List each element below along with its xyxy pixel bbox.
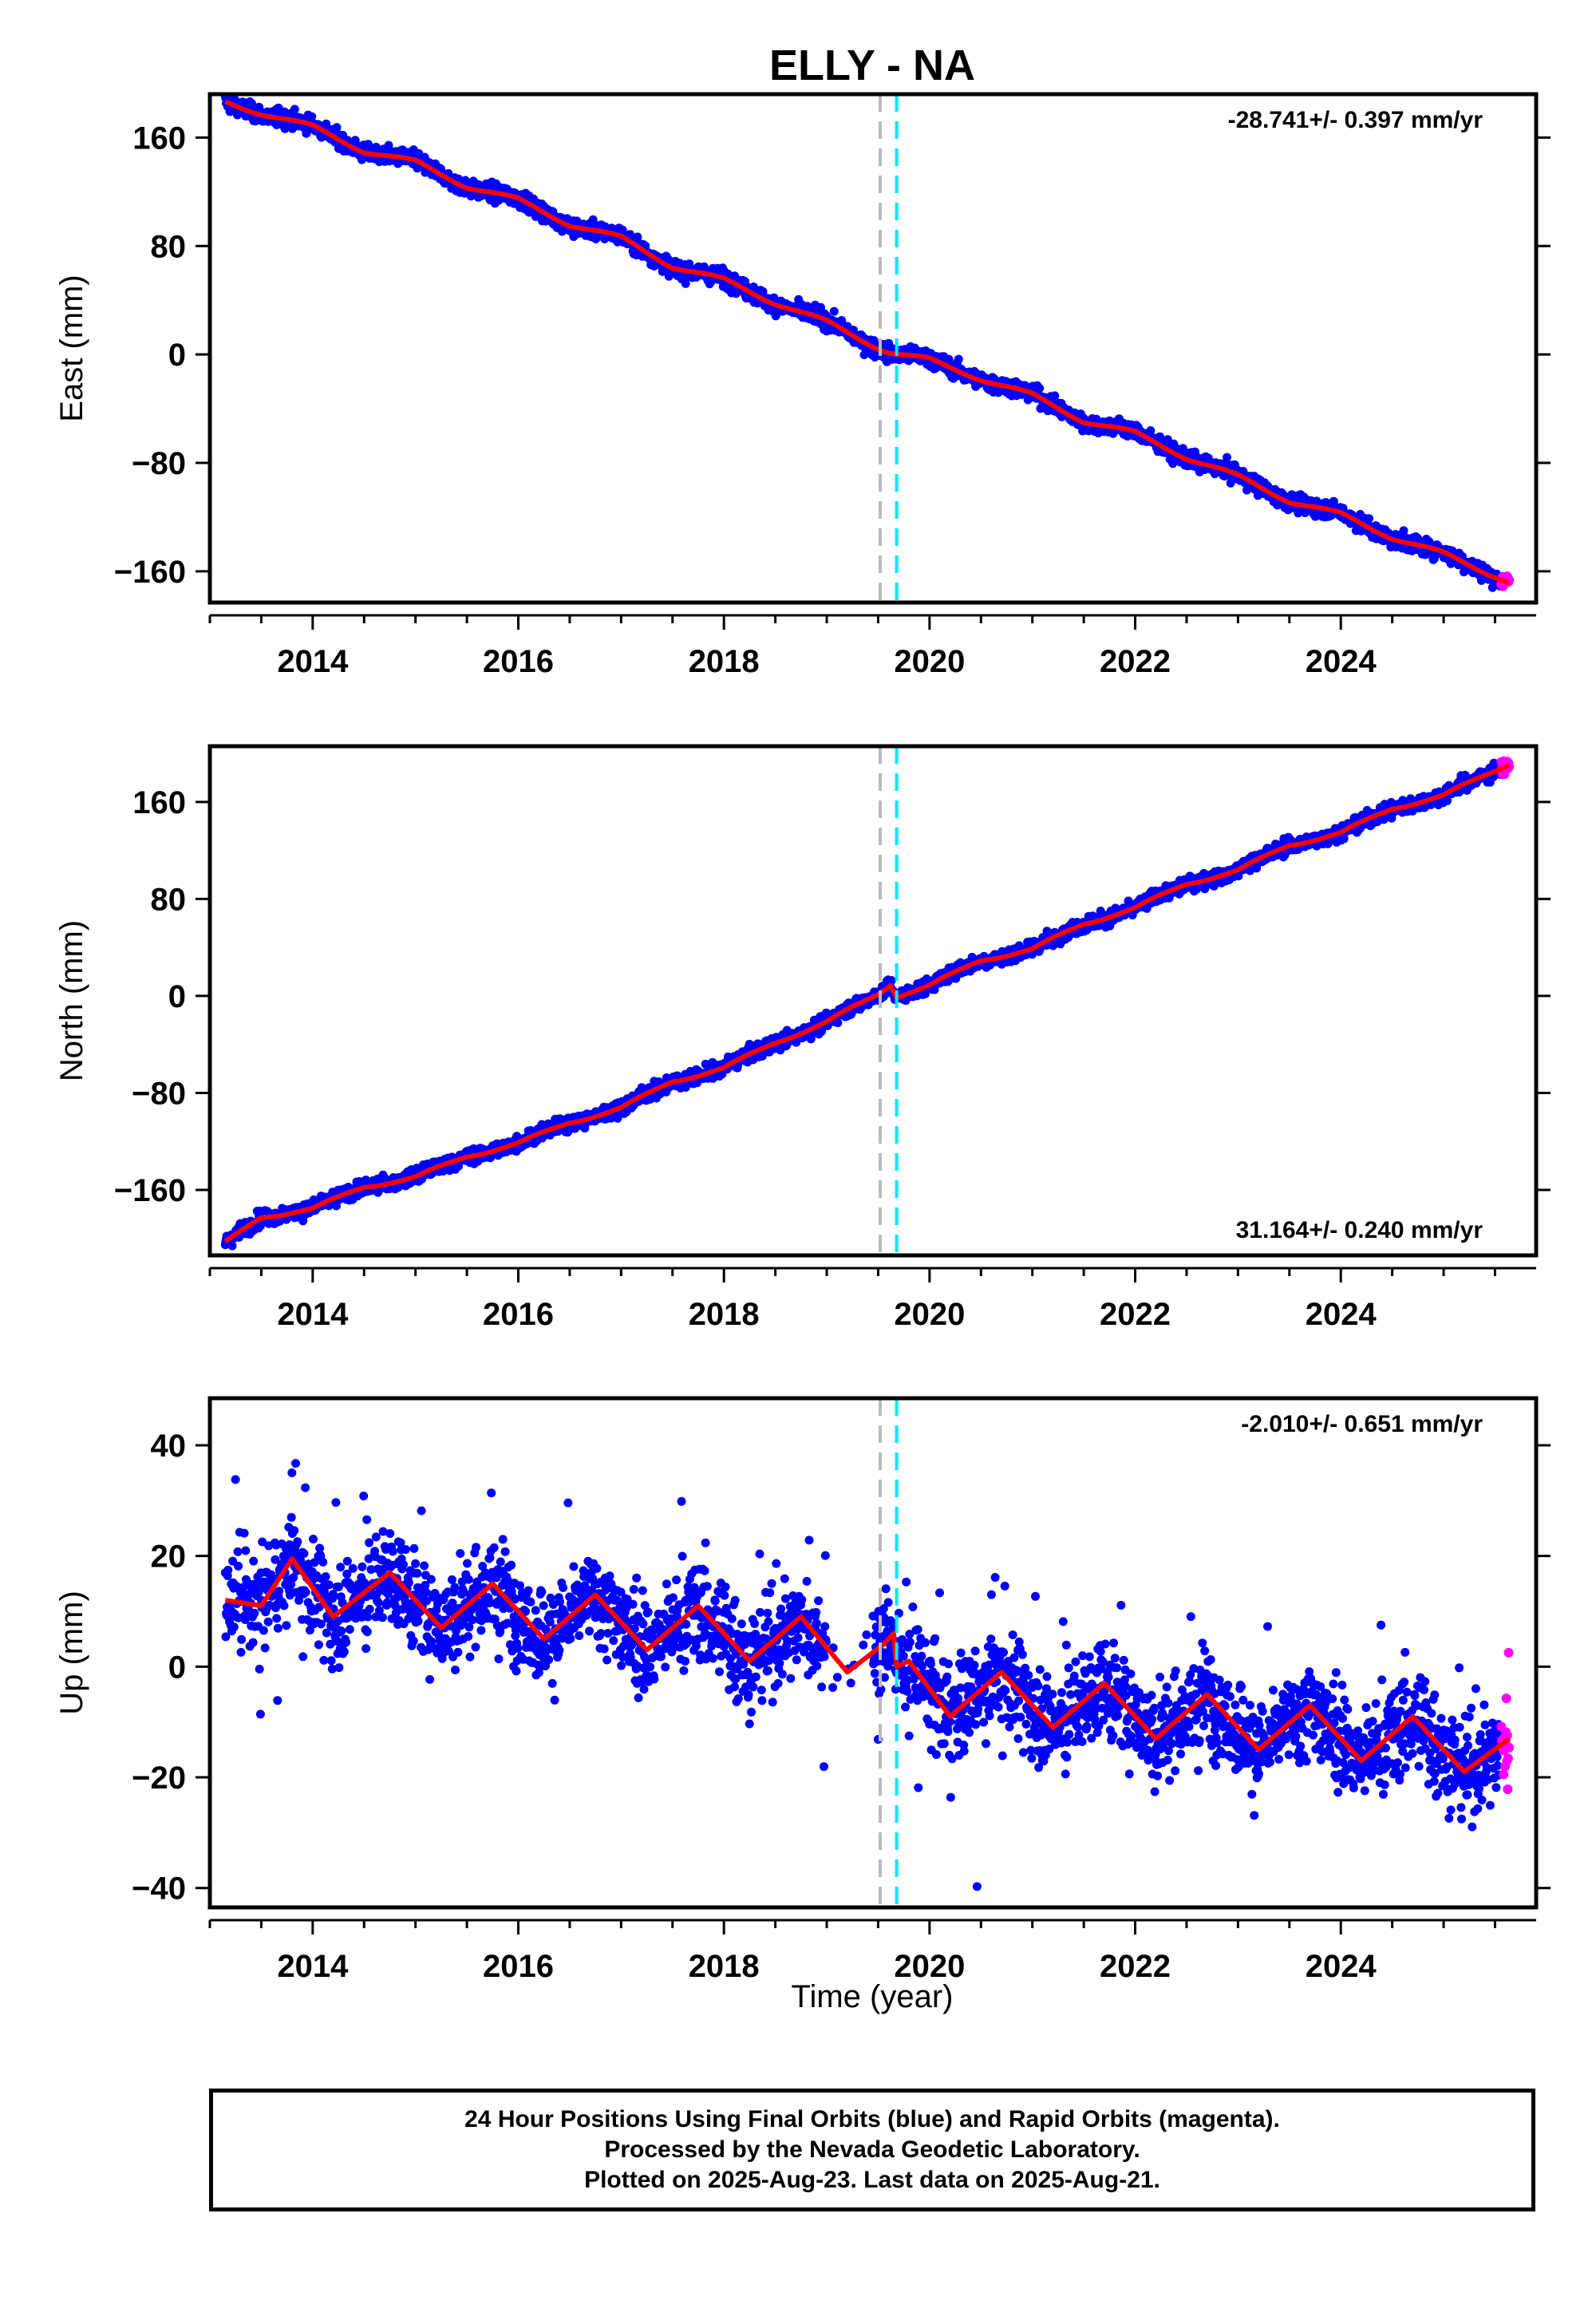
final-orbit-point — [1146, 426, 1156, 436]
final-orbit-point — [332, 123, 342, 132]
final-orbit-point — [1399, 526, 1408, 536]
final-orbit-point — [290, 105, 299, 114]
final-orbit-point — [1050, 391, 1060, 401]
final-orbit-point — [633, 232, 642, 242]
final-orbit-point — [829, 306, 839, 316]
final-orbit-point — [1223, 453, 1231, 462]
y-tick-label: −80 — [132, 446, 186, 481]
panel-0-plot-area — [220, 94, 1515, 603]
final-orbit-point — [1365, 514, 1373, 524]
final-orbit-point — [681, 279, 690, 288]
velocity-rate-label: -28.741+/- 0.397 mm/yr — [1228, 107, 1483, 133]
y-tick-label: 160 — [132, 121, 186, 156]
y-axis-label: East (mm) — [54, 275, 89, 421]
final-orbit-point — [833, 1018, 843, 1028]
y-tick-label: 80 — [151, 229, 187, 264]
final-orbit-point — [954, 354, 963, 364]
final-orbit-point — [1035, 384, 1045, 393]
x-tick-label: 2018 — [689, 644, 760, 679]
x-tick-label: 2014 — [277, 644, 349, 679]
final-orbit-point — [384, 140, 393, 150]
final-orbit-point — [307, 112, 317, 121]
y-tick-label: −160 — [114, 555, 186, 590]
panel-0-frame — [207, 92, 1539, 605]
final-orbit-point — [247, 99, 256, 108]
final-orbit-point — [588, 215, 598, 224]
panel-1-plot-area — [220, 746, 1515, 1255]
y-tick-label: 0 — [168, 338, 186, 373]
final-orbit-point — [227, 1241, 237, 1251]
final-orbit-point — [749, 283, 758, 291]
x-tick-label: 2024 — [1306, 644, 1377, 679]
final-orbit-point — [758, 287, 768, 296]
x-tick-label: 2020 — [894, 644, 965, 679]
model-fit-line — [223, 99, 1511, 586]
x-tick-label: 2022 — [1100, 644, 1171, 679]
x-tick-label: 2016 — [483, 644, 554, 679]
